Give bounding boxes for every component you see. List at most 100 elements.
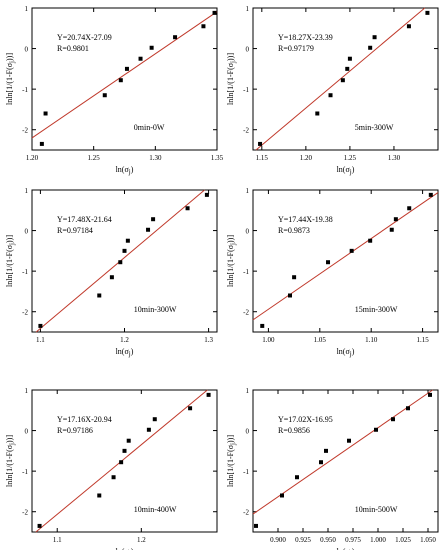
x-tick-label: 1.15 <box>256 154 269 162</box>
data-point <box>324 448 328 453</box>
data-point <box>39 141 44 146</box>
data-point <box>146 227 151 232</box>
x-axis-label: ln(σj) <box>116 165 134 176</box>
data-point <box>43 111 48 116</box>
data-point <box>425 10 430 15</box>
fit-equation: Y=18.27X-23.39 <box>278 33 333 42</box>
x-tick-label: 1.2 <box>120 336 129 344</box>
data-point <box>372 35 377 40</box>
x-axis-label: ln(σj) <box>337 547 355 550</box>
data-point <box>97 493 102 498</box>
y-tick-label: 1 <box>25 187 29 195</box>
data-point <box>173 35 178 40</box>
data-point <box>149 45 154 50</box>
x-tick-label: 0.975 <box>345 536 361 544</box>
y-axis-label: lnln[1/(1-F(σj))] <box>5 53 16 105</box>
fit-r-value: R=0.97179 <box>278 44 314 53</box>
data-point <box>122 448 127 453</box>
data-point <box>126 438 131 443</box>
panel-annotation: 0min-0W <box>134 123 165 132</box>
fit-r-value: R=0.9873 <box>278 226 310 235</box>
data-point <box>368 238 373 243</box>
x-tick-label: 1.00 <box>262 336 275 344</box>
fit-equation: Y=20.74X-27.09 <box>57 33 112 42</box>
data-point <box>146 427 151 432</box>
panel-annotation: 5min-300W <box>355 123 394 132</box>
y-tick-label: 1 <box>246 387 250 395</box>
y-tick-label: 1 <box>25 5 29 13</box>
x-tick-label: 1.35 <box>211 154 224 162</box>
fit-line <box>255 7 426 151</box>
y-tick-label: -1 <box>22 86 28 94</box>
fit-equation: Y=17.16X-20.94 <box>57 415 112 424</box>
data-point <box>254 523 258 528</box>
data-point <box>185 206 190 211</box>
panel-5: 1.1 1.2 -2 -1 0 1 Y=17.16X-20.94 R=0.97186 10min… <box>5 387 218 550</box>
data-point <box>389 227 394 232</box>
data-point <box>347 56 352 61</box>
fit-line <box>252 389 433 515</box>
plot-frame <box>252 7 439 151</box>
data-point <box>349 248 354 253</box>
x-tick-label: 1.15 <box>416 336 429 344</box>
data-point <box>111 475 116 480</box>
fit-r-value: R=0.97184 <box>57 226 93 235</box>
y-tick-label: -2 <box>243 309 249 317</box>
y-axis-label: lnln[1/(1-F(σj))] <box>5 435 16 487</box>
data-point <box>212 10 217 15</box>
y-tick-label: 0 <box>25 46 29 54</box>
x-axis-label: ln(σj) <box>116 547 134 550</box>
data-point <box>122 248 127 253</box>
data-point <box>206 392 211 397</box>
data-point <box>406 24 411 29</box>
x-tick-label: 1.25 <box>344 154 357 162</box>
data-point <box>201 24 206 29</box>
x-tick-label: 1.10 <box>365 336 378 344</box>
x-tick-label: 1.20 <box>300 154 313 162</box>
x-tick-label: 0.900 <box>270 536 286 544</box>
y-tick-label: 1 <box>246 187 250 195</box>
plot-frame <box>31 7 218 151</box>
data-point <box>288 293 292 298</box>
fit-r-value: R=0.97186 <box>57 426 93 435</box>
data-point <box>319 460 323 465</box>
y-tick-label: -1 <box>243 468 249 476</box>
data-point <box>345 66 350 71</box>
x-tick-label: 1.20 <box>26 154 39 162</box>
x-tick-label: 1.050 <box>420 536 436 544</box>
data-point <box>260 323 265 328</box>
data-point <box>188 406 193 411</box>
data-point <box>109 275 114 280</box>
y-tick-label: -1 <box>243 86 249 94</box>
data-point <box>102 93 107 98</box>
y-tick-label: -2 <box>22 127 28 135</box>
data-point <box>428 192 433 197</box>
x-tick-label: 1.1 <box>36 336 45 344</box>
plot-frame <box>31 389 218 533</box>
panel-2: 1.15 1.20 1.25 1.30 -2 -1 0 1 Y=18.27X-23.39 R=0.… <box>226 5 439 176</box>
plot-frame <box>31 189 218 333</box>
y-tick-label: 1 <box>246 5 250 13</box>
y-axis-label: lnln[1/(1-F(σj))] <box>226 53 237 105</box>
data-point <box>406 406 410 411</box>
fit-equation: Y=17.48X-21.64 <box>57 215 112 224</box>
data-point <box>119 460 124 465</box>
data-point <box>118 260 123 265</box>
panel-annotation: 15min-300W <box>355 305 398 314</box>
x-tick-label: 1.30 <box>149 154 162 162</box>
x-tick-label: 0.950 <box>320 536 336 544</box>
fit-r-value: R=0.9856 <box>278 426 310 435</box>
data-point <box>347 438 351 443</box>
plot-frame <box>252 389 439 533</box>
fit-line <box>252 192 439 321</box>
panel-4: 1.00 1.05 1.10 1.15 -2 -1 0 1 Y=17.44X-19.38 R=0.… <box>226 187 439 358</box>
data-point <box>151 217 156 222</box>
data-point <box>374 427 378 432</box>
data-point <box>340 78 345 83</box>
panel-1: 1.20 1.25 1.30 1.35 -2 -1 0 1 Y=20.74X-27.09 R=0.… <box>5 5 224 176</box>
y-tick-label: -2 <box>243 127 249 135</box>
fit-equation: Y=17.02X-16.95 <box>278 415 333 424</box>
y-tick-label: -2 <box>22 309 28 317</box>
y-tick-label: -1 <box>22 268 28 276</box>
